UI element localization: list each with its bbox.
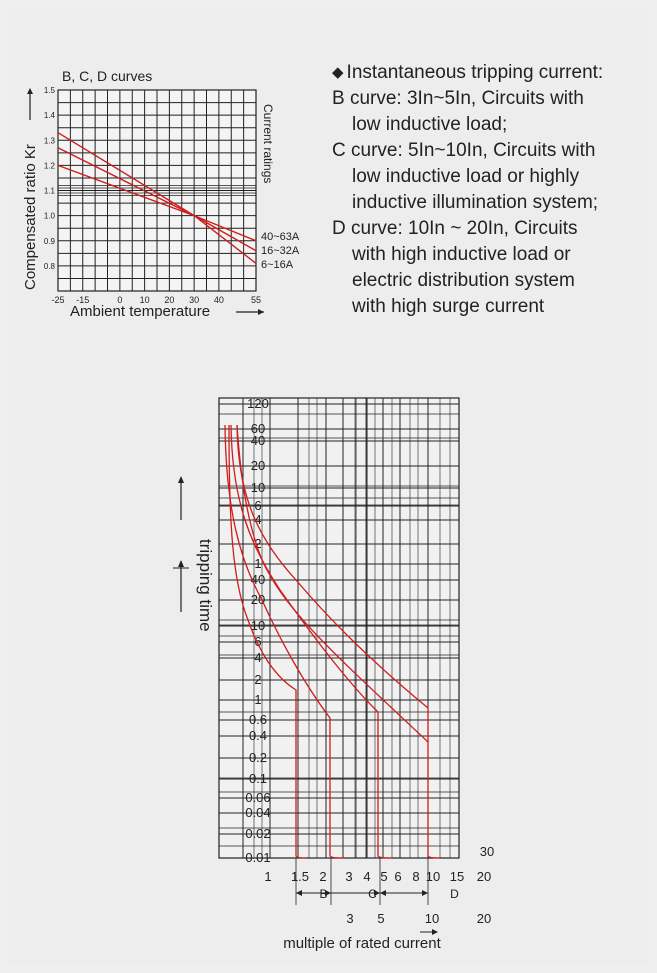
legend-40~63A: 40~63A bbox=[261, 231, 300, 243]
x-tick-label: -25 bbox=[51, 295, 64, 305]
y-tick-label: 2 bbox=[254, 672, 261, 687]
y-tick-label: 1.1 bbox=[44, 187, 56, 196]
x-tick-label: 8 bbox=[412, 869, 419, 884]
y-tick-label: 4 bbox=[254, 512, 261, 527]
y-tick-label: 0.4 bbox=[249, 728, 267, 743]
x-tick-label: 0 bbox=[117, 295, 122, 305]
y-tick-label: 10 bbox=[251, 618, 265, 633]
diamond-bullet-icon: ◆ bbox=[332, 64, 344, 81]
y-tick-label: 20 bbox=[251, 592, 265, 607]
y-tick-label: 1 bbox=[254, 556, 261, 571]
curve-outer bbox=[236, 424, 441, 859]
x-tick-label: 10 bbox=[426, 869, 440, 884]
y-tick-label: 120 bbox=[247, 396, 269, 411]
arrow-right-icon bbox=[374, 890, 380, 896]
spec-heading: Instantaneous tripping current: bbox=[346, 62, 604, 83]
right-axis-label: Current ratings bbox=[261, 104, 275, 183]
y-tick-label: 0.2 bbox=[249, 750, 267, 765]
x-tick-label: 20 bbox=[164, 295, 174, 305]
x-tick-label: 40 bbox=[214, 295, 224, 305]
x-tick-label: 1 bbox=[264, 869, 271, 884]
arrow-left-icon bbox=[296, 890, 302, 896]
y-tick-label: 1.3 bbox=[44, 136, 56, 145]
d-curve-line-3: electric distribution system bbox=[352, 270, 575, 291]
y-tick-label: 20 bbox=[251, 458, 265, 473]
y-tick-label: 2 bbox=[254, 536, 261, 551]
y-tick-label: 6 bbox=[254, 634, 261, 649]
legend-16~32A: 16~32A bbox=[261, 245, 300, 257]
x-tick-label: 20 bbox=[477, 869, 491, 884]
x-tick-label: 6 bbox=[394, 869, 401, 884]
x-tick-label-extra: 30 bbox=[480, 844, 494, 859]
c-curve-line-3: inductive illumination system; bbox=[352, 192, 599, 213]
y-tick-label: 1.2 bbox=[44, 161, 56, 170]
arrow-up-icon bbox=[27, 88, 33, 94]
x-axis-label: multiple of rated current bbox=[283, 935, 441, 952]
y-tick-label: 1 bbox=[254, 692, 261, 707]
y-axis-label: tripping time bbox=[196, 539, 215, 632]
d-curve-line-2: with high inductive load or bbox=[352, 244, 571, 265]
c-curve-line: C curve: 5In~10In, Circuits with bbox=[332, 140, 596, 161]
y-tick-label: 0.6 bbox=[249, 712, 267, 727]
x-tick-label: 4 bbox=[363, 869, 370, 884]
curve-outer-2 bbox=[236, 424, 429, 743]
y-tick-label: 60 bbox=[251, 421, 265, 436]
arrow-right-icon bbox=[432, 929, 438, 935]
legend-6~16A: 6~16A bbox=[261, 259, 294, 271]
y-axis-label: Compensated ratio Kr bbox=[22, 144, 39, 290]
x-bottom-label: 20 bbox=[477, 911, 491, 926]
arrow-up-icon bbox=[178, 476, 184, 483]
curve-6~16A bbox=[57, 132, 257, 264]
range-label-B: B bbox=[319, 887, 327, 901]
range-label-D: D bbox=[450, 887, 459, 901]
y-tick-label: 0.06 bbox=[245, 790, 270, 805]
x-tick-label: 30 bbox=[189, 295, 199, 305]
chart-title: B, C, D curves bbox=[62, 68, 152, 84]
y-tick-label: 40 bbox=[251, 572, 265, 587]
arrow-right-icon bbox=[422, 890, 428, 896]
y-tick-label: 1.5 bbox=[44, 86, 56, 95]
tripping-plot-area bbox=[218, 397, 460, 859]
x-tick-label: 55 bbox=[251, 295, 261, 305]
y-tick-label: 0.1 bbox=[249, 771, 267, 786]
curve-mid bbox=[230, 424, 393, 859]
arrow-right-icon bbox=[325, 890, 331, 896]
tripping-spec-text: ◆ Instantaneous tripping current: B curve… bbox=[332, 60, 652, 320]
curve-inner bbox=[224, 424, 345, 859]
y-tick-label: 0.02 bbox=[245, 826, 270, 841]
y-tick-label: 0.04 bbox=[245, 805, 270, 820]
y-tick-label: 10 bbox=[251, 480, 265, 495]
x-tick-label: 3 bbox=[345, 869, 352, 884]
arrow-up-icon bbox=[178, 560, 184, 567]
x-tick-label: -15 bbox=[76, 295, 89, 305]
x-tick-label: 1.5 bbox=[291, 869, 309, 884]
y-tick-label: 40 bbox=[251, 433, 265, 448]
x-bottom-label: 5 bbox=[377, 911, 384, 926]
x-tick-label: 2 bbox=[319, 869, 326, 884]
curve-inner-2 bbox=[228, 424, 307, 859]
c-curve-line-2: low inductive load or highly bbox=[352, 166, 580, 187]
b-curve-line-2: low inductive load; bbox=[352, 114, 508, 135]
y-tick-label: 1.0 bbox=[44, 212, 56, 221]
y-tick-label: 0.9 bbox=[44, 237, 56, 246]
range-label-C: C bbox=[368, 887, 377, 901]
d-curve-line-4: with high surge current bbox=[352, 296, 545, 317]
y-tick-label: 1.4 bbox=[44, 111, 56, 120]
b-curve-line: B curve: 3In~5In, Circuits with bbox=[332, 88, 584, 109]
y-tick-label: 4 bbox=[254, 650, 261, 665]
x-bottom-label: 3 bbox=[346, 911, 353, 926]
y-tick-label: 0.8 bbox=[44, 262, 56, 271]
x-tick-label: 5 bbox=[380, 869, 387, 884]
x-bottom-label: 10 bbox=[425, 911, 439, 926]
arrow-left-icon bbox=[380, 890, 386, 896]
y-tick-label: 6 bbox=[254, 498, 261, 513]
arrow-right-icon bbox=[258, 309, 264, 315]
x-axis-label: Ambient temperature bbox=[70, 303, 210, 320]
d-curve-line: D curve: 10In ~ 20In, Circuits bbox=[332, 218, 578, 239]
y-tick-label: 0.01 bbox=[245, 850, 270, 865]
x-tick-label: 10 bbox=[140, 295, 150, 305]
x-tick-label: 15 bbox=[450, 869, 464, 884]
